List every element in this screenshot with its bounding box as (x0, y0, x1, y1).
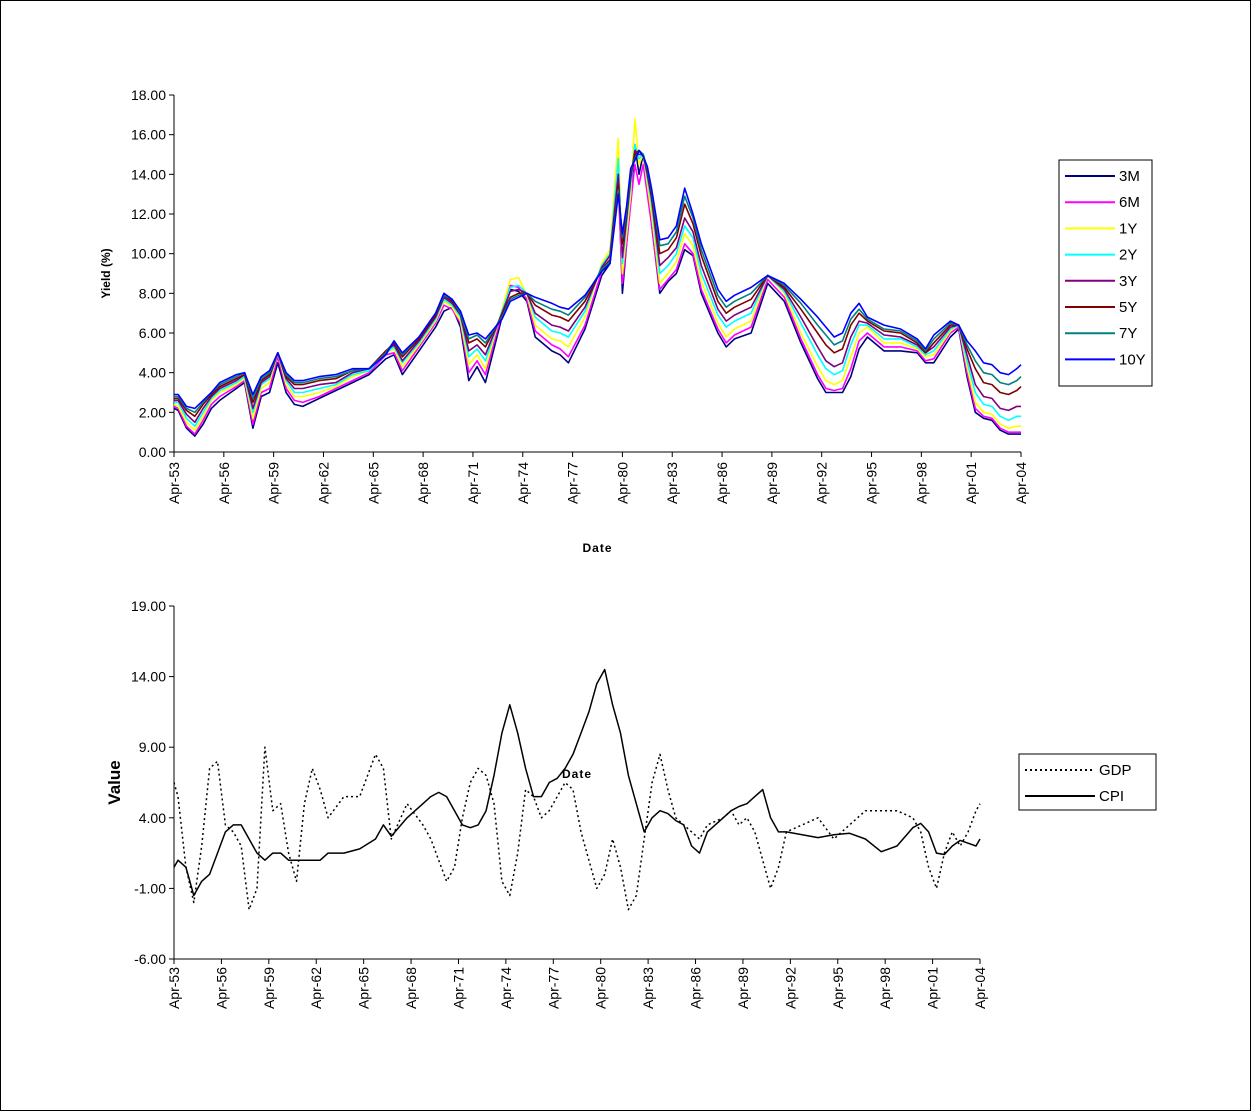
x-tick-label: Apr-92 (782, 967, 798, 1009)
x-tick-label: Apr-86 (714, 462, 730, 504)
series-line-1y (173, 118, 1021, 432)
x-tick-label: Apr-68 (403, 967, 419, 1009)
x-tick-label: Apr-01 (963, 462, 979, 504)
legend-label-3m: 3M (1119, 168, 1140, 185)
x-tick-label: Apr-95 (864, 462, 880, 504)
x-tick-label: Apr-56 (213, 967, 229, 1009)
x-tick-label: Apr-62 (308, 967, 324, 1009)
series-line-10y (174, 149, 1022, 410)
x-tick-label: Apr-98 (877, 967, 893, 1009)
x-tick-label: Apr-77 (545, 967, 561, 1009)
y-axis-title: Value (105, 760, 124, 804)
x-tick-label: Apr-83 (664, 462, 680, 504)
legend-box (1058, 159, 1153, 387)
legend-label-2y: 2Y (1119, 247, 1137, 264)
x-tick-label: Apr-95 (830, 967, 846, 1009)
x-tick-label: Apr-59 (266, 462, 282, 504)
y-tick-label: 18.00 (131, 87, 166, 103)
x-tick-label: Apr-92 (814, 462, 830, 504)
series-line-7y (174, 149, 1022, 414)
x-tick-label: Apr-68 (415, 462, 431, 504)
legend-label-gdp: GDP (1099, 762, 1132, 779)
x-tick-label: Apr-53 (166, 967, 182, 1009)
y-tick-label: 4.00 (139, 810, 166, 826)
y-tick-label: -1.00 (134, 880, 166, 896)
x-tick-label: Apr-89 (764, 462, 780, 504)
x-tick-label: Apr-53 (166, 462, 182, 504)
y-tick-label: -6.00 (134, 951, 166, 967)
series-line-gdp (173, 746, 981, 911)
x-tick-label: Apr-04 (1013, 462, 1029, 504)
legend: 3M 6M 1Y 2Y 3Y 5Y 7Y 10Y (1058, 159, 1153, 387)
legend-label-cpi: CPI (1099, 788, 1124, 805)
y-tick-label: 8.00 (139, 285, 166, 301)
x-tick-label: Apr-56 (216, 462, 232, 504)
y-tick-label: 14.00 (131, 166, 166, 182)
y-tick-label: 2.00 (139, 404, 166, 420)
x-tick-label: Apr-80 (614, 462, 630, 504)
legend-label-10y: 10Y (1119, 351, 1146, 368)
chart-1: 0.00 2.00 4.00 6.00 8.00 10.00 12.00 14.00 16.00… (99, 87, 1153, 555)
series-line-cpi (173, 668, 981, 897)
y-tick-label: 6.00 (139, 325, 166, 341)
y-axis-title: Yield (%) (99, 248, 113, 298)
x-tick-label: Apr-59 (261, 967, 277, 1009)
x-tick-label: Apr-89 (735, 967, 751, 1009)
y-tick-label: 10.00 (131, 246, 166, 262)
legend: GDP CPI (1018, 753, 1157, 811)
x-axis-title: Date (562, 767, 592, 781)
x-tick-label: Apr-65 (365, 462, 381, 504)
x-tick-label: Apr-86 (688, 967, 704, 1009)
chart-2: -6.00 -1.00 4.00 9.00 14.00 19.00 Apr-53 Apr-56… (105, 598, 1157, 1009)
x-tick-label: Apr-77 (565, 462, 581, 504)
legend-label-7y: 7Y (1119, 325, 1137, 342)
legend-label-6m: 6M (1119, 194, 1140, 211)
legend-label-3y: 3Y (1119, 273, 1137, 290)
y-tick-label: 19.00 (131, 598, 166, 614)
x-tick-label: Apr-74 (515, 462, 531, 504)
legend-box (1018, 753, 1157, 811)
y-tick-label: 4.00 (139, 365, 166, 381)
x-tick-label: Apr-74 (498, 967, 514, 1009)
x-tick-label: Apr-65 (356, 967, 372, 1009)
x-tick-label: Apr-04 (972, 967, 988, 1009)
y-tick-label: 14.00 (131, 669, 166, 685)
x-axis-title: Date (582, 541, 612, 555)
legend-label-1y: 1Y (1119, 220, 1137, 237)
legend-label-5y: 5Y (1119, 299, 1137, 316)
x-tick-label: Apr-71 (465, 462, 481, 504)
x-tick-label: Apr-80 (593, 967, 609, 1009)
x-tick-label: Apr-01 (925, 967, 941, 1009)
y-tick-label: 9.00 (139, 739, 166, 755)
y-tick-label: 12.00 (131, 206, 166, 222)
y-tick-label: 0.00 (139, 444, 166, 460)
x-tick-label: Apr-83 (640, 967, 656, 1009)
x-tick-label: Apr-62 (315, 462, 331, 504)
y-tick-label: 16.00 (131, 127, 166, 143)
series-line-6m (173, 163, 1021, 435)
x-tick-label: Apr-71 (450, 967, 466, 1009)
x-tick-label: Apr-98 (913, 462, 929, 504)
